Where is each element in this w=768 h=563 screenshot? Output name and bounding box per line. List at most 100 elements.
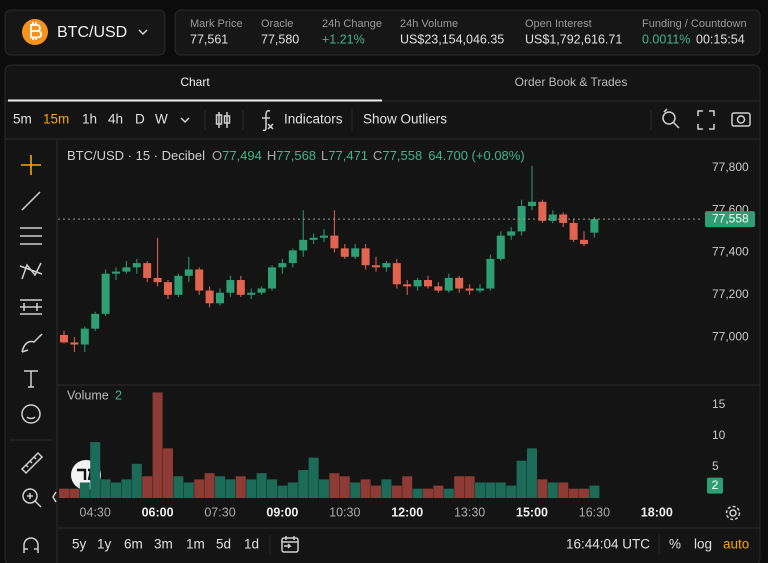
range[interactable]: 1m xyxy=(186,537,205,552)
tab[interactable]: Order Book & Trades xyxy=(515,75,628,89)
volume-bar xyxy=(267,479,277,498)
show-outliers[interactable]: Show Outliers xyxy=(363,112,447,127)
candle-body xyxy=(548,214,557,221)
candle-body xyxy=(444,277,453,291)
collapse-tools[interactable] xyxy=(52,491,57,503)
volume-bar xyxy=(381,479,392,498)
interval[interactable]: 4h xyxy=(108,112,123,127)
settings-icon[interactable] xyxy=(729,509,737,517)
y-tick-label: 77,200 xyxy=(712,287,749,301)
auto-toggle[interactable]: auto xyxy=(723,537,749,552)
chart-plot: 77,00077,20077,40077,60077,8005101504:30… xyxy=(58,160,755,519)
text-tool[interactable] xyxy=(24,370,38,388)
percent-toggle[interactable]: % xyxy=(669,537,681,552)
candle-body xyxy=(413,280,422,287)
x-tick-label: 12:00 xyxy=(391,505,423,519)
pair-selector[interactable] xyxy=(4,9,166,56)
volume-bar xyxy=(537,479,548,498)
ruler-tool[interactable] xyxy=(20,451,44,475)
volume-bar xyxy=(495,482,506,498)
emoji-tool[interactable] xyxy=(21,404,41,424)
candle-body xyxy=(112,271,120,274)
candle-body xyxy=(268,267,276,289)
volume-bar xyxy=(527,448,537,498)
volume-bar xyxy=(90,442,101,498)
candle-body xyxy=(236,280,245,295)
volume-bar xyxy=(319,479,329,498)
volume-bar xyxy=(183,482,194,498)
legend-key: L xyxy=(321,148,328,163)
stat-value: 00:15:54 xyxy=(696,32,745,46)
brush-tool[interactable] xyxy=(21,333,43,353)
volume-bar xyxy=(371,485,381,498)
candle-body xyxy=(164,282,172,295)
interval-menu[interactable] xyxy=(180,117,190,124)
range[interactable]: 5y xyxy=(72,537,87,552)
screenshot-icon[interactable] xyxy=(731,112,751,127)
range[interactable]: 5d xyxy=(216,537,231,552)
projection-tool[interactable] xyxy=(20,299,42,315)
chevron xyxy=(138,29,148,36)
interval[interactable]: 5m xyxy=(13,112,32,127)
volume-bar xyxy=(298,470,309,498)
candle-body xyxy=(288,250,297,264)
zoom-tool[interactable] xyxy=(22,488,38,504)
volume-bar xyxy=(173,476,184,498)
candle-body xyxy=(278,263,287,268)
volume-bar xyxy=(277,485,288,498)
stat-label: Open Interest xyxy=(525,18,592,30)
interval[interactable]: 15m xyxy=(43,112,69,127)
interval[interactable]: W xyxy=(155,112,168,127)
interval[interactable]: 1h xyxy=(82,112,97,127)
candle-body xyxy=(122,267,131,272)
trendline-tool[interactable] xyxy=(21,191,41,211)
range[interactable]: 3m xyxy=(154,537,173,552)
volume-bar xyxy=(121,479,132,498)
last-price-badge xyxy=(705,211,755,228)
btc-glyph xyxy=(30,22,43,40)
candle-body xyxy=(580,239,588,245)
clock: 16:44:04 UTC xyxy=(566,537,650,552)
pattern-tool[interactable] xyxy=(19,262,43,280)
magnet-tool[interactable] xyxy=(23,537,39,553)
candle-body xyxy=(538,201,547,221)
volume-bar xyxy=(485,482,496,498)
indicators-icon[interactable] xyxy=(262,110,274,132)
range[interactable]: 1y xyxy=(97,537,112,552)
interval[interactable]: D xyxy=(135,112,145,127)
x-tick-label: 06:00 xyxy=(142,505,174,519)
candle-body xyxy=(528,201,536,207)
volume-bar xyxy=(391,485,402,498)
candle-body xyxy=(195,269,204,291)
candle-body xyxy=(309,237,318,240)
volume-bar xyxy=(558,482,569,498)
log-toggle[interactable]: log xyxy=(694,537,712,552)
last-volume-label: 2 xyxy=(712,478,719,492)
fib-tool[interactable] xyxy=(20,227,42,245)
fullscreen-icon[interactable] xyxy=(697,110,715,130)
indicators[interactable]: Indicators xyxy=(284,112,343,127)
range[interactable]: 1d xyxy=(244,537,259,552)
volume-bar xyxy=(547,482,558,498)
volume-bar xyxy=(59,488,69,498)
stats-box xyxy=(174,9,761,56)
volume-bar xyxy=(246,479,257,498)
volume-bar xyxy=(568,488,579,498)
chart-type-icon xyxy=(223,115,231,124)
x-tick-label: 04:30 xyxy=(80,505,111,519)
replay-icon[interactable] xyxy=(662,111,676,125)
range[interactable]: 6m xyxy=(124,537,143,552)
crosshair-tool[interactable] xyxy=(21,155,41,175)
goto-date-icon[interactable] xyxy=(281,537,299,553)
candle-body xyxy=(476,288,484,291)
candle-body xyxy=(257,288,266,293)
candle-body xyxy=(247,292,256,295)
x-tick-label: 13:30 xyxy=(454,505,485,519)
volume-bar xyxy=(111,482,121,498)
volume-bar xyxy=(256,473,267,498)
screenshot-icon xyxy=(736,115,746,124)
volume-bar xyxy=(350,482,361,498)
candle-body xyxy=(330,235,339,249)
x-tick-label: 07:30 xyxy=(204,505,235,519)
tab[interactable]: Chart xyxy=(180,75,210,89)
